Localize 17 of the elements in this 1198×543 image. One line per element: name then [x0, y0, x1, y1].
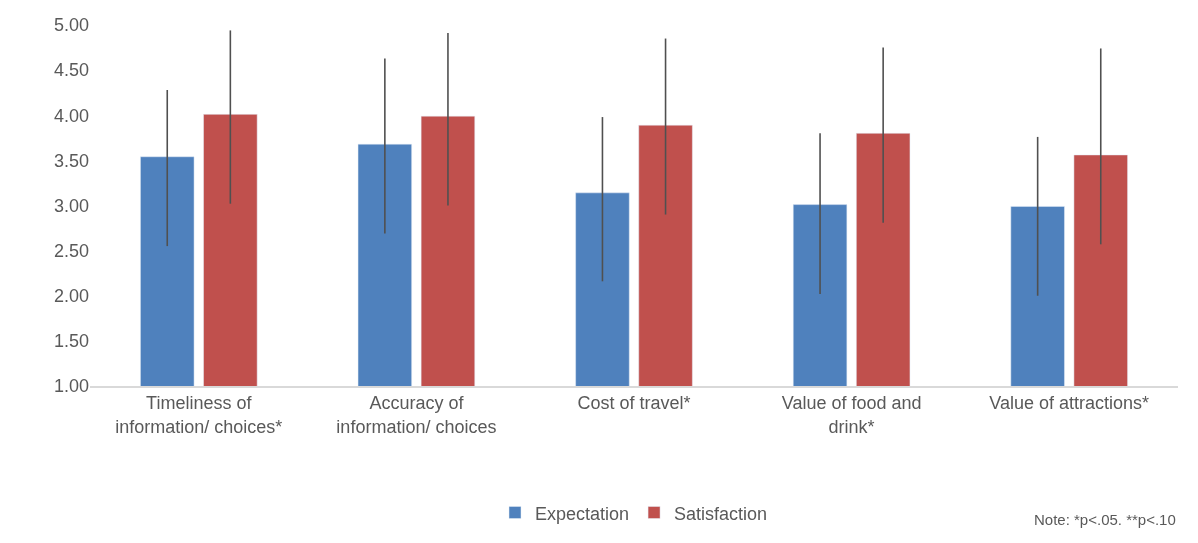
legend-label: Expectation	[535, 503, 630, 524]
x-tick-label: Value of attractions*	[989, 393, 1150, 414]
y-tick-label: 5.00	[53, 15, 89, 36]
y-tick-label: 3.50	[53, 150, 89, 171]
y-tick-label: 4.50	[53, 60, 89, 81]
y-tick-label: 1.50	[53, 331, 89, 352]
y-tick-label: 3.00	[53, 195, 89, 216]
x-tick-label: Value of food and drink*	[781, 393, 922, 437]
y-tick-label: 2.00	[53, 286, 89, 307]
x-tick-label: Accuracy of information/ choices	[336, 393, 497, 437]
x-tick-label: Cost of travel*	[577, 393, 691, 414]
x-tick-label: Timeliness of information/ choices*	[115, 393, 283, 437]
y-tick-label: 2.50	[53, 240, 89, 261]
y-tick-label: 4.00	[53, 105, 89, 126]
legend-label: Satisfaction	[674, 503, 768, 524]
y-tick-label: 1.00	[53, 376, 89, 397]
text: Note: *p<.05. **p<.10	[1034, 511, 1176, 528]
